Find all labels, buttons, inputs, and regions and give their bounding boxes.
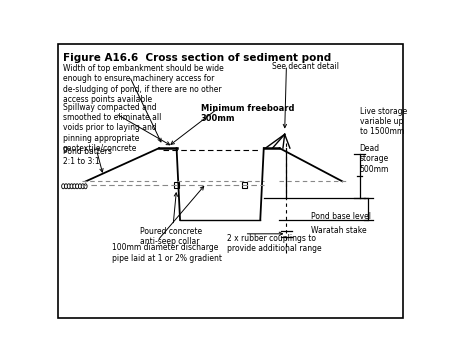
FancyBboxPatch shape xyxy=(58,45,403,318)
Text: 100mm diameter discharge
pipe laid at 1 or 2% gradient: 100mm diameter discharge pipe laid at 1 … xyxy=(112,243,222,263)
Ellipse shape xyxy=(70,184,73,189)
Text: Pond base level: Pond base level xyxy=(311,212,371,221)
Text: Live storage
variable up
to 1500mm: Live storage variable up to 1500mm xyxy=(360,107,407,136)
Ellipse shape xyxy=(76,184,79,189)
Text: Poured concrete
anti-seep collar: Poured concrete anti-seep collar xyxy=(140,227,202,246)
Text: 2 x rubber couplings to
provide additional range: 2 x rubber couplings to provide addition… xyxy=(227,234,322,253)
Ellipse shape xyxy=(67,184,70,189)
Text: Figure A16.6  Cross section of sediment pond: Figure A16.6 Cross section of sediment p… xyxy=(63,53,331,63)
Text: Pond batters
2:1 to 3:1: Pond batters 2:1 to 3:1 xyxy=(63,147,112,166)
Ellipse shape xyxy=(78,184,81,189)
Ellipse shape xyxy=(62,184,65,189)
Bar xyxy=(175,182,179,188)
Ellipse shape xyxy=(81,184,84,189)
Ellipse shape xyxy=(73,184,76,189)
Text: See decant detail: See decant detail xyxy=(273,62,339,71)
Ellipse shape xyxy=(64,184,68,189)
Bar xyxy=(243,182,247,188)
Text: Width of top embankment should be wide
enough to ensure machinery access for
de-: Width of top embankment should be wide e… xyxy=(63,64,223,104)
Text: Minimum freeboard
300mm: Minimum freeboard 300mm xyxy=(201,104,294,123)
Text: Spillway compacted and
smoothed to eliminate all
voids prior to laying and
pinni: Spillway compacted and smoothed to elimi… xyxy=(63,103,161,153)
Ellipse shape xyxy=(84,184,87,189)
Text: Dead
storage
500mm: Dead storage 500mm xyxy=(360,144,389,174)
Text: Waratah stake: Waratah stake xyxy=(311,225,366,234)
